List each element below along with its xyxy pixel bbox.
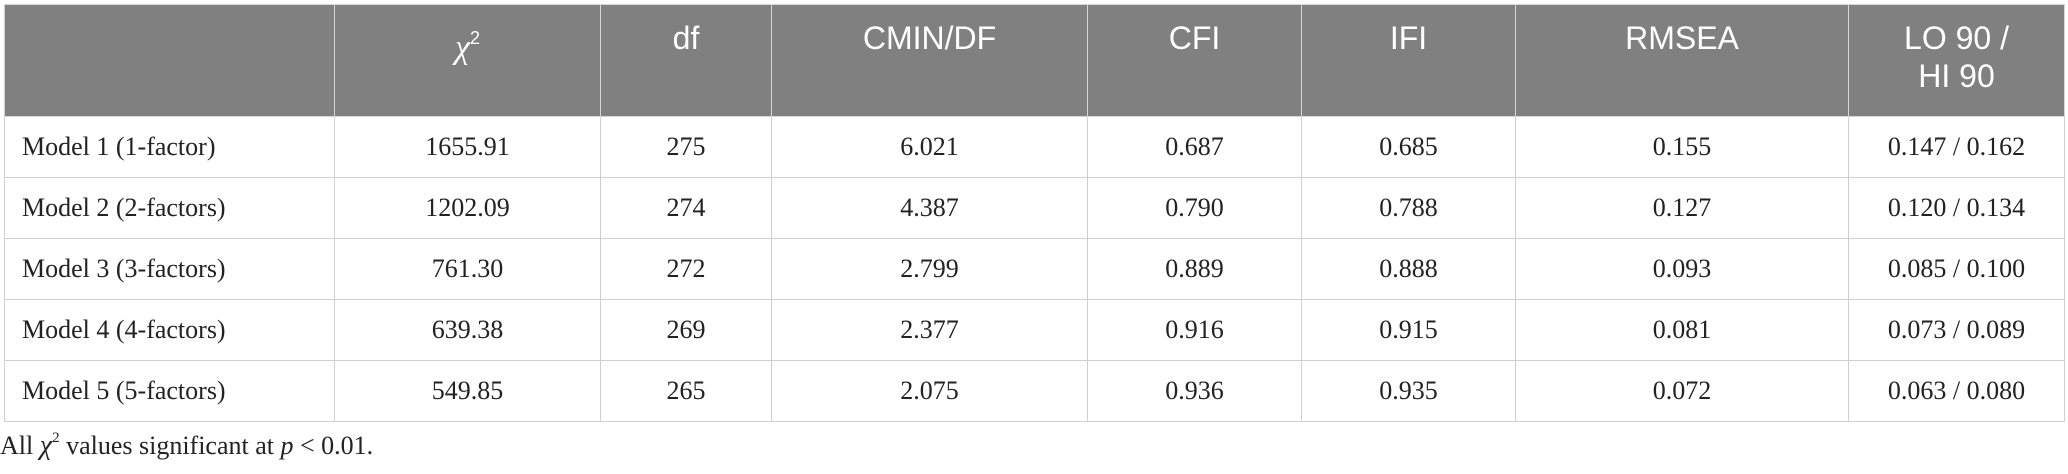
cell-cfi: 0.936: [1087, 360, 1302, 422]
row-label: Model 2 (2-factors): [4, 177, 335, 239]
cell-cfi: 0.889: [1087, 238, 1302, 300]
cell-rmsea: 0.081: [1515, 299, 1849, 361]
header-cell-cmin-df: CMIN/DF: [771, 4, 1088, 117]
header-cell-cfi: CFI: [1087, 4, 1302, 117]
cell-df: 275: [600, 116, 772, 178]
row-label: Model 5 (5-factors): [4, 360, 335, 422]
cell-df: 265: [600, 360, 772, 422]
cell-lo-hi-90: 0.073 / 0.089: [1848, 299, 2065, 361]
cell-ifi: 0.788: [1301, 177, 1516, 239]
header-row: χ2 df CMIN/DF CFI IFI RMSEA LO 90 /HI 90: [4, 4, 2065, 117]
footnote-middle: values significant at: [59, 431, 281, 460]
cell-cfi: 0.687: [1087, 116, 1302, 178]
cell-df: 272: [600, 238, 772, 300]
cell-cmin-df: 2.075: [771, 360, 1088, 422]
footnote-p-variable: p: [280, 431, 294, 460]
header-hi90: HI 90: [1918, 58, 1995, 94]
cell-cmin-df: 4.387: [771, 177, 1088, 239]
table-row: Model 4 (4-factors) 639.38 269 2.377 0.9…: [4, 299, 2065, 361]
model-fit-table: χ2 df CMIN/DF CFI IFI RMSEA LO 90 /HI 90…: [4, 4, 2065, 422]
cell-rmsea: 0.155: [1515, 116, 1849, 178]
table-footnote: All χ2 values significant at p < 0.01.: [0, 430, 373, 462]
cell-df: 274: [600, 177, 772, 239]
footnote-chi-symbol: χ: [39, 430, 53, 461]
model-fit-table-container: χ2 df CMIN/DF CFI IFI RMSEA LO 90 /HI 90…: [4, 4, 2065, 422]
table-row: Model 2 (2-factors) 1202.09 274 4.387 0.…: [4, 177, 2065, 239]
cell-cmin-df: 2.799: [771, 238, 1088, 300]
header-cell-chi-square: χ2: [334, 4, 601, 117]
cell-chi-square: 1202.09: [334, 177, 601, 239]
cell-ifi: 0.935: [1301, 360, 1516, 422]
cell-lo-hi-90: 0.147 / 0.162: [1848, 116, 2065, 178]
row-label: Model 1 (1-factor): [4, 116, 335, 178]
table-row: Model 1 (1-factor) 1655.91 275 6.021 0.6…: [4, 116, 2065, 178]
cell-cmin-df: 6.021: [771, 116, 1088, 178]
footnote-chi-exponent: 2: [52, 430, 60, 446]
header-lo90: LO 90 /: [1904, 20, 2009, 56]
header-cell-ifi: IFI: [1301, 4, 1516, 117]
row-label: Model 3 (3-factors): [4, 238, 335, 300]
cell-ifi: 0.915: [1301, 299, 1516, 361]
cell-df: 269: [600, 299, 772, 361]
header-cell-lo-hi-90: LO 90 /HI 90: [1848, 4, 2065, 117]
header-cell-model: [4, 4, 335, 117]
footnote-suffix: < 0.01.: [293, 431, 374, 460]
cell-chi-square: 1655.91: [334, 116, 601, 178]
row-label: Model 4 (4-factors): [4, 299, 335, 361]
cell-chi-square: 761.30: [334, 238, 601, 300]
cell-lo-hi-90: 0.063 / 0.080: [1848, 360, 2065, 422]
cell-lo-hi-90: 0.085 / 0.100: [1848, 238, 2065, 300]
cell-cfi: 0.790: [1087, 177, 1302, 239]
header-cell-rmsea: RMSEA: [1515, 4, 1849, 117]
cell-ifi: 0.888: [1301, 238, 1516, 300]
cell-cmin-df: 2.377: [771, 299, 1088, 361]
cell-rmsea: 0.127: [1515, 177, 1849, 239]
table-row: Model 3 (3-factors) 761.30 272 2.799 0.8…: [4, 238, 2065, 300]
cell-cfi: 0.916: [1087, 299, 1302, 361]
cell-lo-hi-90: 0.120 / 0.134: [1848, 177, 2065, 239]
cell-chi-square: 639.38: [334, 299, 601, 361]
footnote-prefix: All: [0, 431, 40, 460]
cell-ifi: 0.685: [1301, 116, 1516, 178]
header-cell-df: df: [600, 4, 772, 117]
cell-rmsea: 0.093: [1515, 238, 1849, 300]
chi-exponent: 2: [469, 28, 480, 48]
chi-symbol: χ: [455, 29, 470, 66]
cell-rmsea: 0.072: [1515, 360, 1849, 422]
table-row: Model 5 (5-factors) 549.85 265 2.075 0.9…: [4, 360, 2065, 422]
cell-chi-square: 549.85: [334, 360, 601, 422]
